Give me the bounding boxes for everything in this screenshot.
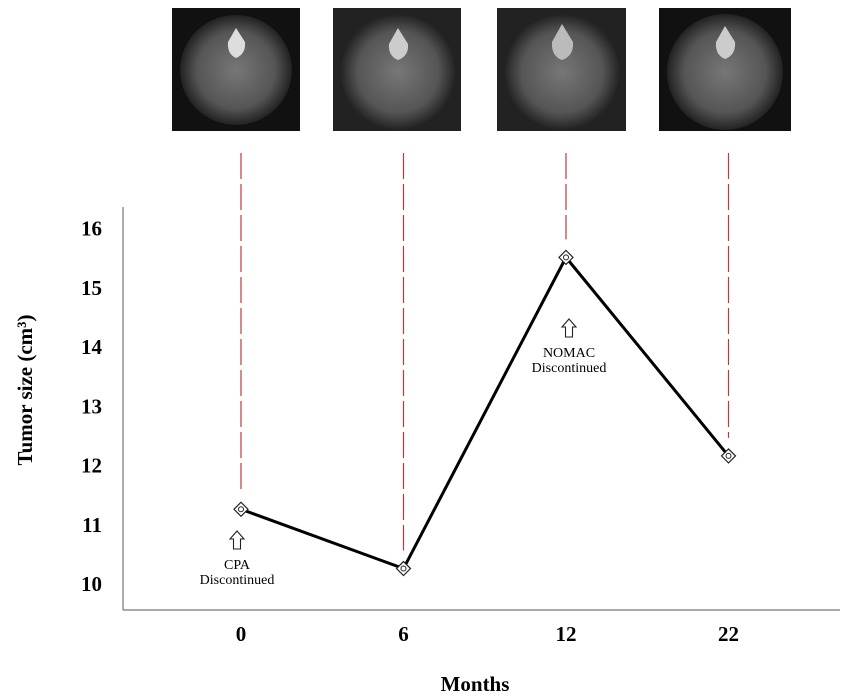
annotation-arrow (230, 531, 244, 549)
annotation-text: CPA (224, 558, 251, 573)
y-tick-label: 12 (81, 454, 102, 478)
y-tick-label: 16 (81, 217, 102, 241)
y-axis-title: Tumor size (cm³) (13, 315, 37, 466)
annotation-text: Discontinued (532, 361, 607, 376)
mri-image (659, 8, 791, 131)
y-tick-label: 10 (81, 572, 102, 596)
annotation-arrow (562, 319, 576, 337)
x-tick-label: 6 (398, 622, 409, 646)
y-tick-label: 15 (81, 276, 102, 300)
chart: Months Tumor size (cm³) 10 11 12 13 14 15 16 0 6… (0, 0, 844, 697)
point-marker (234, 502, 248, 516)
y-tick-label: 14 (81, 335, 103, 359)
point-marker (397, 562, 411, 576)
annotation-text: Discontinued (200, 573, 275, 588)
data-line (241, 257, 729, 568)
x-tick-label: 22 (718, 622, 739, 646)
x-tick-label: 12 (556, 622, 577, 646)
y-tick-label: 13 (81, 394, 102, 418)
mri-image (172, 8, 300, 131)
annotation-text: NOMAC (543, 346, 595, 361)
mri-image (497, 8, 626, 131)
mri-image (333, 8, 461, 131)
x-tick-label: 0 (236, 622, 247, 646)
x-axis-title: Months (441, 672, 510, 696)
y-tick-label: 11 (82, 513, 102, 537)
mri-images (172, 8, 791, 131)
